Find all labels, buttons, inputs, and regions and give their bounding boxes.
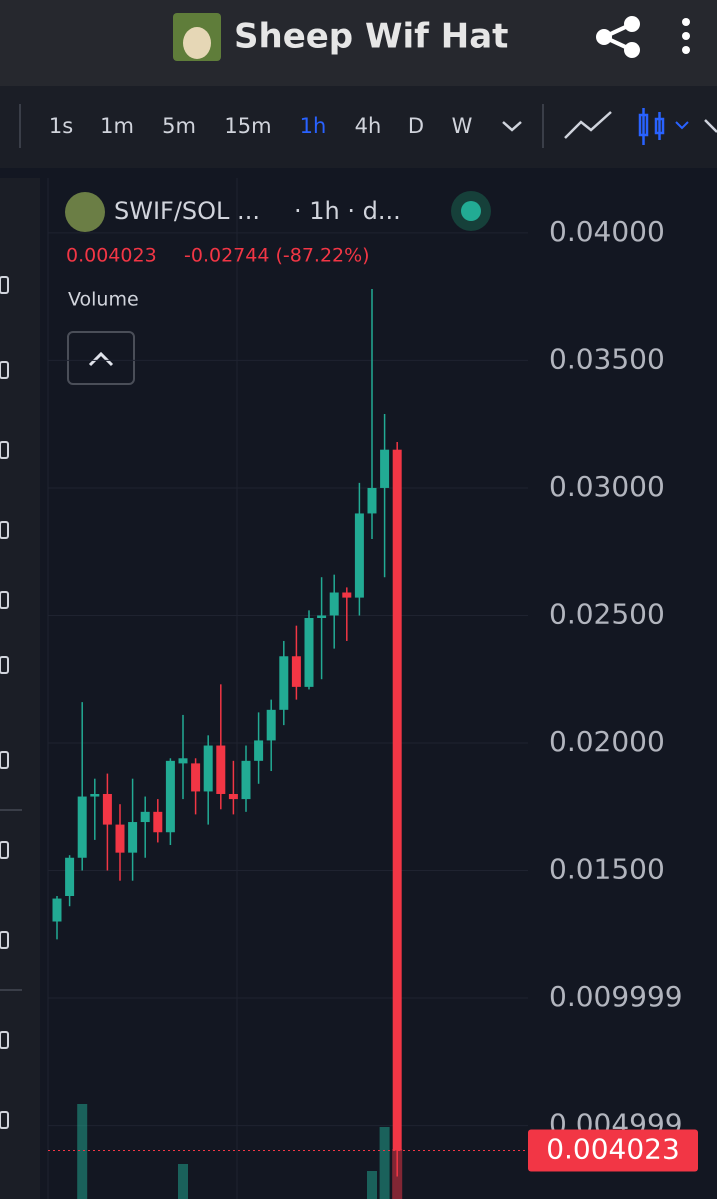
candle-body bbox=[115, 824, 125, 853]
header-bar bbox=[0, 0, 717, 86]
more-timeframes[interactable] bbox=[502, 121, 522, 132]
candle-body bbox=[317, 615, 327, 619]
candle-body bbox=[228, 793, 238, 800]
interval: · 1h · d... bbox=[294, 197, 401, 225]
share-button[interactable] bbox=[596, 16, 640, 58]
page-title: Sheep Wif Hat bbox=[234, 17, 508, 57]
timeframe-button[interactable]: 4h bbox=[355, 114, 382, 138]
drawing-tool[interactable] bbox=[0, 1031, 9, 1049]
legend-change: -0.02744 (-87.22%) bbox=[184, 245, 370, 267]
drawing-tool[interactable] bbox=[0, 591, 9, 609]
candle-body bbox=[329, 592, 339, 616]
candle-body bbox=[342, 592, 352, 598]
candle-body bbox=[178, 758, 188, 764]
menu-button[interactable] bbox=[682, 18, 690, 54]
toolbar bbox=[0, 86, 717, 168]
volume-bar bbox=[367, 1171, 377, 1199]
candle-body bbox=[241, 760, 251, 800]
symbol-icon bbox=[65, 192, 105, 232]
y-tick-label: 0.009999 bbox=[549, 980, 683, 1013]
candle-body bbox=[165, 760, 175, 833]
y-tick-label: 0.02500 bbox=[549, 597, 665, 630]
last-price-tag bbox=[528, 1129, 698, 1172]
drawing-tool[interactable] bbox=[0, 931, 9, 949]
chart-type-dropdown[interactable] bbox=[675, 121, 689, 130]
volume-bar bbox=[178, 1164, 188, 1199]
candle-body bbox=[65, 857, 75, 897]
drawing-tool[interactable] bbox=[0, 276, 9, 294]
symbol-name: SWIF/SOL ... bbox=[114, 197, 260, 225]
indicator-icon[interactable] bbox=[704, 119, 717, 133]
candle-body bbox=[279, 656, 289, 710]
drawing-tool[interactable] bbox=[0, 361, 9, 379]
timeframe-button[interactable]: 5m bbox=[162, 114, 196, 138]
left-toolbar bbox=[0, 178, 40, 1199]
timeframe-button[interactable]: 1s bbox=[49, 114, 73, 138]
timeframe-button[interactable]: 1h bbox=[300, 114, 327, 138]
timeframe-button[interactable]: 15m bbox=[224, 114, 271, 138]
sheep-face bbox=[183, 27, 211, 59]
candle-body bbox=[140, 811, 150, 823]
candle-body bbox=[77, 796, 87, 858]
candle-body bbox=[203, 745, 213, 792]
last-price-label: 0.004023 bbox=[546, 1132, 680, 1165]
candle-body bbox=[102, 793, 112, 825]
y-tick-label: 0.02000 bbox=[549, 725, 665, 758]
volume-bar bbox=[379, 1127, 390, 1199]
candle-body bbox=[191, 763, 201, 792]
drawing-tool[interactable] bbox=[0, 656, 9, 674]
y-tick-label: 0.04000 bbox=[549, 215, 665, 248]
candle-body bbox=[304, 618, 314, 687]
timeframe-button[interactable]: 1m bbox=[100, 114, 134, 138]
candle-body bbox=[153, 811, 163, 833]
candle-body bbox=[392, 449, 402, 1151]
candle-body bbox=[380, 449, 390, 488]
legend-price: 0.004023 bbox=[66, 245, 157, 267]
candle-body bbox=[266, 709, 276, 741]
collapse-arrow bbox=[88, 351, 114, 367]
drawing-tool[interactable] bbox=[0, 751, 9, 769]
line-chart-button[interactable] bbox=[564, 111, 612, 139]
drawing-tool[interactable] bbox=[0, 1111, 9, 1129]
volume-label: Volume bbox=[68, 289, 139, 311]
drawing-tool[interactable] bbox=[0, 441, 9, 459]
status-dot bbox=[461, 201, 481, 221]
candle-body bbox=[354, 513, 364, 598]
candle-body bbox=[254, 740, 264, 761]
volume-bar bbox=[77, 1104, 88, 1199]
candle-body bbox=[291, 656, 301, 687]
candle-body bbox=[128, 822, 138, 853]
candle-body bbox=[90, 793, 100, 797]
candle-chart-button[interactable] bbox=[638, 108, 665, 145]
timeframe-button[interactable]: W bbox=[452, 114, 473, 138]
candle-body bbox=[216, 745, 226, 794]
y-tick-label: 0.01500 bbox=[549, 853, 665, 886]
candle-body bbox=[52, 898, 62, 922]
drawing-tool[interactable] bbox=[0, 521, 9, 539]
drawing-tool[interactable] bbox=[0, 841, 9, 859]
y-tick-label: 0.03500 bbox=[549, 342, 665, 375]
collapse-button[interactable] bbox=[67, 331, 135, 385]
y-tick-label: 0.03000 bbox=[549, 470, 665, 503]
timeframe-button[interactable]: D bbox=[408, 114, 424, 138]
candle-body bbox=[367, 487, 377, 514]
